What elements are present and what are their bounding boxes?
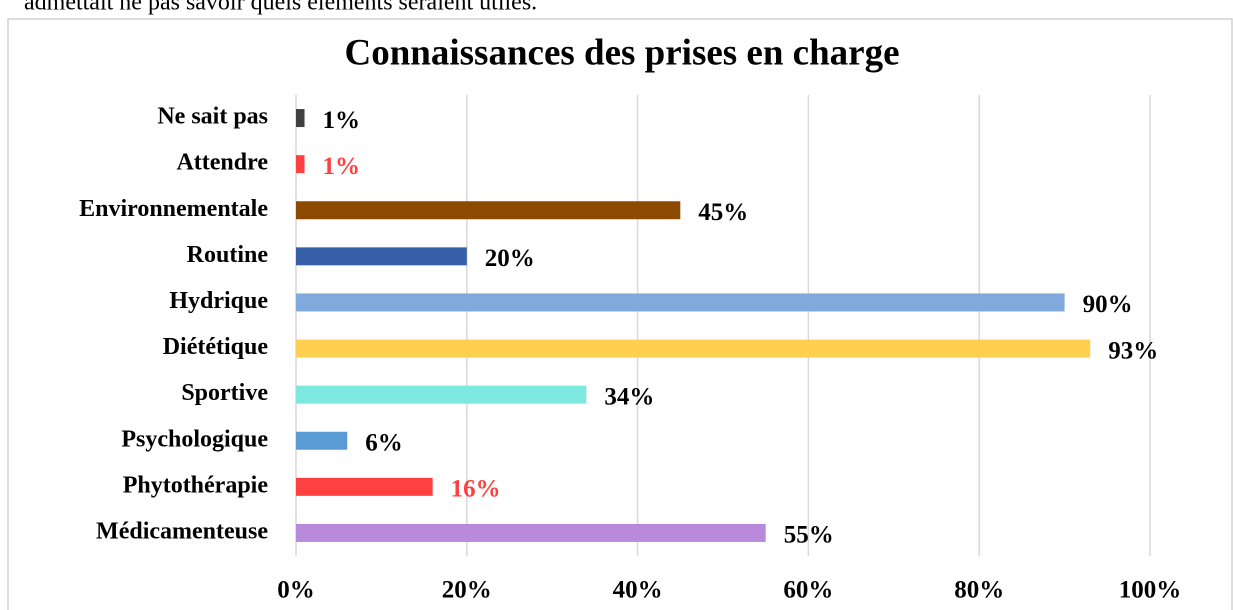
bar (296, 155, 305, 174)
y-tick-label: Ne sait pas (157, 104, 268, 130)
value-label: 55% (784, 522, 834, 549)
x-tick-label: 20% (442, 577, 492, 604)
x-tick-label: 100% (1119, 577, 1182, 604)
x-tick-label: 0% (277, 577, 315, 604)
value-label: 1% (323, 107, 361, 134)
value-label: 6% (365, 429, 403, 456)
y-tick-label: Environnementale (79, 196, 268, 222)
chart-frame (7, 18, 1233, 610)
x-tick-label: 60% (783, 577, 833, 604)
y-tick-label: Psychologique (121, 426, 268, 452)
y-tick-label: Sportive (181, 380, 268, 406)
value-label: 93% (1108, 337, 1158, 364)
bar (296, 339, 1091, 358)
value-label: 45% (698, 199, 748, 226)
y-tick-label: Médicamenteuse (96, 518, 268, 544)
y-tick-label: Phytothérapie (123, 472, 269, 498)
bar (296, 523, 766, 542)
value-label: 16% (451, 476, 501, 503)
x-tick-label: 40% (613, 577, 663, 604)
bar (296, 293, 1065, 312)
bar (296, 385, 587, 404)
chart-title: Connaissances des prises en charge (344, 32, 899, 73)
y-tick-label: Attendre (176, 150, 268, 176)
bar (296, 477, 433, 496)
value-label: 90% (1083, 291, 1133, 318)
bar (296, 247, 467, 266)
y-tick-label: Hydrique (169, 288, 268, 314)
bar (296, 201, 681, 220)
value-label: 34% (604, 383, 654, 410)
x-tick-label: 80% (954, 577, 1004, 604)
value-label: 1% (323, 153, 361, 180)
bar (296, 109, 305, 128)
y-tick-label: Diététique (163, 334, 269, 360)
value-label: 20% (485, 245, 535, 272)
text-above: admettait ne pas savoir quels éléments s… (24, 0, 537, 16)
bar (296, 431, 348, 450)
y-tick-label: Routine (187, 242, 269, 268)
